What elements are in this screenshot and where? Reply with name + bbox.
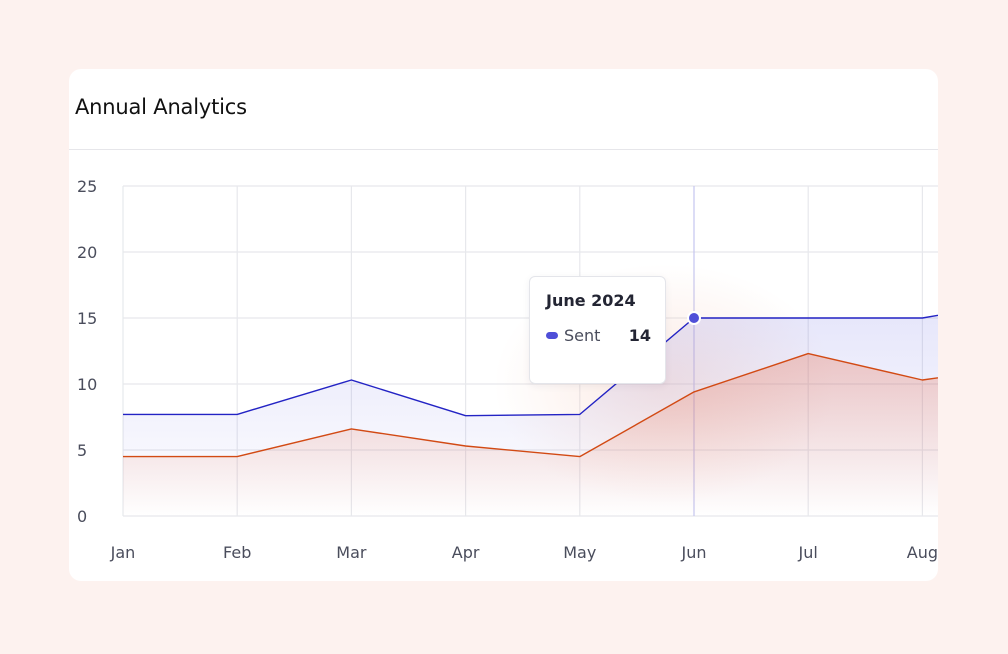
analytics-card: Annual Analytics 0 5 10 15 20 25 Jan Feb Mar Apr M… (69, 69, 938, 581)
y-tick-label-25: 25 (77, 177, 97, 196)
highlight-point (687, 311, 701, 325)
x-tick-label-jan: Jan (110, 543, 136, 562)
tooltip-series-value: 14 (628, 326, 651, 345)
chart-areas (123, 264, 938, 516)
x-tick-label-apr: Apr (452, 543, 480, 562)
x-tick-label-may: May (563, 543, 596, 562)
x-tick-label-feb: Feb (223, 543, 251, 562)
tooltip-series-name: Sent (564, 326, 601, 345)
y-tick-label-20: 20 (77, 243, 97, 262)
chart-axis-labels: 0 5 10 15 20 25 Jan Feb Mar Apr May Jun Jul Aug (77, 177, 938, 562)
series-line-0 (123, 314, 938, 417)
line-chart[interactable]: 0 5 10 15 20 25 Jan Feb Mar Apr May Jun Jul Aug (69, 69, 938, 581)
y-tick-label-5: 5 (77, 441, 87, 460)
card-title: Annual Analytics (75, 95, 247, 119)
y-tick-label-0: 0 (77, 507, 87, 526)
x-tick-label-jun: Jun (681, 543, 707, 562)
series-area-1 (123, 353, 938, 516)
chart-lines (123, 314, 938, 458)
y-tick-label-10: 10 (77, 375, 97, 394)
series-line-1 (123, 352, 938, 458)
x-tick-label-aug: Aug (907, 543, 938, 562)
chart-tooltip: June 2024 Sent 14 (529, 276, 666, 384)
tooltip-title: June 2024 (546, 291, 636, 310)
chart-markers (687, 311, 701, 325)
x-tick-label-mar: Mar (336, 543, 367, 562)
x-tick-label-jul: Jul (798, 543, 818, 562)
y-tick-label-15: 15 (77, 309, 97, 328)
card-header: Annual Analytics (69, 69, 938, 150)
tooltip-series-swatch (546, 332, 558, 339)
